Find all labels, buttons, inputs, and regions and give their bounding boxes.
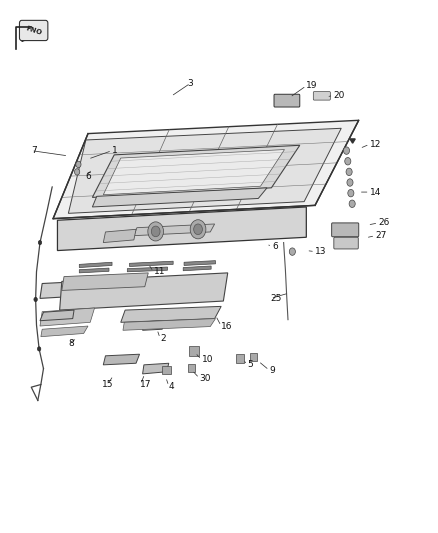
Text: 27: 27 bbox=[375, 231, 387, 240]
FancyBboxPatch shape bbox=[313, 92, 330, 100]
Circle shape bbox=[148, 222, 163, 241]
Bar bbox=[187, 365, 195, 372]
Polygon shape bbox=[41, 326, 88, 337]
Circle shape bbox=[347, 179, 353, 186]
Polygon shape bbox=[143, 364, 169, 374]
Text: 25: 25 bbox=[271, 294, 282, 303]
Text: 14: 14 bbox=[370, 188, 381, 197]
Polygon shape bbox=[53, 120, 359, 219]
Text: 6: 6 bbox=[86, 172, 92, 181]
Polygon shape bbox=[121, 306, 221, 322]
Polygon shape bbox=[127, 267, 167, 272]
Text: 12: 12 bbox=[370, 140, 381, 149]
Polygon shape bbox=[103, 150, 285, 195]
Text: 6: 6 bbox=[272, 242, 278, 251]
Text: 2: 2 bbox=[160, 334, 166, 343]
Text: 4: 4 bbox=[169, 382, 174, 391]
Text: 15: 15 bbox=[102, 380, 113, 389]
Text: 11: 11 bbox=[153, 268, 165, 276]
Text: 9: 9 bbox=[269, 366, 275, 375]
Polygon shape bbox=[60, 273, 228, 310]
Circle shape bbox=[74, 168, 80, 175]
Polygon shape bbox=[103, 354, 140, 365]
Circle shape bbox=[345, 158, 351, 165]
Circle shape bbox=[38, 240, 42, 245]
Circle shape bbox=[289, 248, 295, 255]
Text: FNO: FNO bbox=[25, 25, 43, 36]
Polygon shape bbox=[62, 273, 148, 290]
Circle shape bbox=[151, 226, 160, 237]
Polygon shape bbox=[183, 266, 211, 271]
FancyBboxPatch shape bbox=[332, 223, 359, 237]
Polygon shape bbox=[68, 128, 341, 213]
Text: 20: 20 bbox=[333, 91, 345, 100]
Circle shape bbox=[34, 297, 37, 302]
FancyBboxPatch shape bbox=[274, 94, 300, 107]
Text: 30: 30 bbox=[199, 374, 211, 383]
Text: 26: 26 bbox=[378, 219, 390, 228]
Text: 13: 13 bbox=[315, 247, 327, 256]
Polygon shape bbox=[40, 280, 115, 298]
Polygon shape bbox=[40, 308, 95, 326]
Bar bbox=[189, 346, 199, 356]
Circle shape bbox=[346, 168, 352, 175]
Polygon shape bbox=[40, 310, 74, 321]
Polygon shape bbox=[145, 277, 221, 294]
Text: 7: 7 bbox=[31, 146, 37, 155]
Circle shape bbox=[37, 347, 41, 351]
Polygon shape bbox=[134, 224, 215, 236]
Circle shape bbox=[190, 220, 206, 239]
Polygon shape bbox=[143, 321, 164, 330]
Polygon shape bbox=[92, 146, 300, 197]
Bar bbox=[250, 353, 258, 361]
Text: 17: 17 bbox=[141, 380, 152, 389]
Circle shape bbox=[348, 189, 354, 197]
Text: 5: 5 bbox=[247, 360, 253, 369]
Polygon shape bbox=[350, 139, 355, 143]
Polygon shape bbox=[184, 261, 215, 265]
Circle shape bbox=[194, 224, 202, 235]
Polygon shape bbox=[123, 319, 215, 330]
Polygon shape bbox=[79, 262, 112, 268]
Polygon shape bbox=[103, 229, 136, 243]
Circle shape bbox=[76, 161, 81, 167]
Text: 1: 1 bbox=[112, 146, 118, 155]
Polygon shape bbox=[57, 207, 306, 251]
Bar bbox=[162, 366, 171, 374]
Circle shape bbox=[349, 200, 355, 207]
Text: 8: 8 bbox=[68, 339, 74, 348]
Polygon shape bbox=[130, 261, 173, 266]
FancyBboxPatch shape bbox=[334, 237, 358, 249]
FancyBboxPatch shape bbox=[19, 20, 48, 41]
Bar bbox=[236, 354, 244, 364]
Text: 10: 10 bbox=[201, 355, 213, 364]
Text: 3: 3 bbox=[188, 78, 194, 87]
Circle shape bbox=[343, 147, 350, 155]
Polygon shape bbox=[79, 268, 109, 273]
Text: 16: 16 bbox=[221, 321, 233, 330]
Text: 19: 19 bbox=[306, 81, 318, 90]
Polygon shape bbox=[92, 188, 267, 207]
